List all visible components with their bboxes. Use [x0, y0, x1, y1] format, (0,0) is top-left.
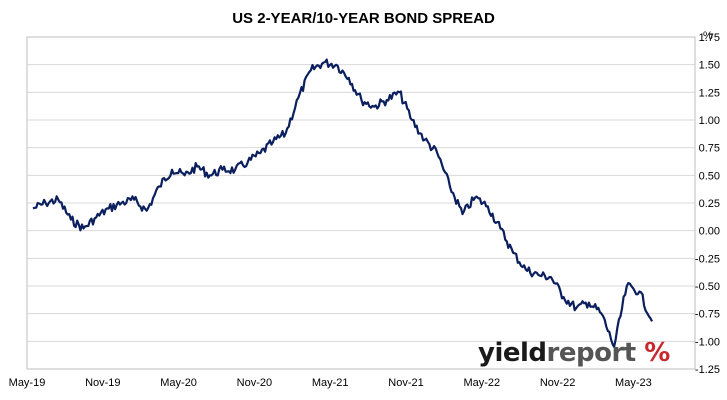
y-tick-label: 1.75 — [699, 32, 720, 44]
x-tick-label: Nov-22 — [540, 377, 575, 389]
y-tick-labels: 1.75 1.50 1.25 1.00 0.75 0.50 0.25 0.00 -0.25 -0.… — [695, 32, 720, 376]
x-tick-label: May-21 — [312, 377, 349, 389]
grid-lines — [27, 36, 695, 370]
x-tick-label: Nov-19 — [85, 377, 120, 389]
y-tick-label: 0.75 — [699, 143, 720, 155]
y-tick-label: 0.50 — [699, 170, 720, 182]
chart-title: US 2-YEAR/10-YEAR BOND SPREAD — [232, 10, 495, 27]
y-tick-label: 1.00 — [699, 115, 720, 127]
y-axis-unit: % — [703, 30, 713, 42]
logo-part-report: report — [546, 338, 637, 368]
x-tick-label: Nov-21 — [388, 377, 423, 389]
logo-percent-sign: % — [644, 338, 670, 368]
series-line — [32, 58, 653, 348]
x-tick-label: May-22 — [463, 377, 500, 389]
yieldreport-logo: yieldreport % — [478, 338, 670, 368]
x-tick-label: May-23 — [615, 377, 652, 389]
y-tick-label: -0.75 — [695, 309, 720, 321]
y-tick-label: 0.25 — [699, 198, 720, 210]
x-tick-labels: May-19 Nov-19 May-20 Nov-20 May-21 Nov-21 May-… — [9, 377, 652, 389]
plot-frame — [26, 36, 696, 370]
y-tick-label: -0.25 — [695, 253, 720, 265]
x-tick-label: May-19 — [9, 377, 46, 389]
x-tick-label: Nov-20 — [237, 377, 272, 389]
x-tick-label: May-20 — [160, 377, 197, 389]
y-tick-label: -1.00 — [695, 336, 720, 348]
y-tick-label: 0.00 — [699, 226, 720, 238]
y-tick-label: -1.25 — [695, 364, 720, 376]
y-tick-label: 1.25 — [699, 87, 720, 99]
logo-part-yield: yield — [478, 338, 547, 368]
y-tick-label: -0.50 — [695, 281, 720, 293]
y-tick-label: 1.50 — [699, 60, 720, 72]
